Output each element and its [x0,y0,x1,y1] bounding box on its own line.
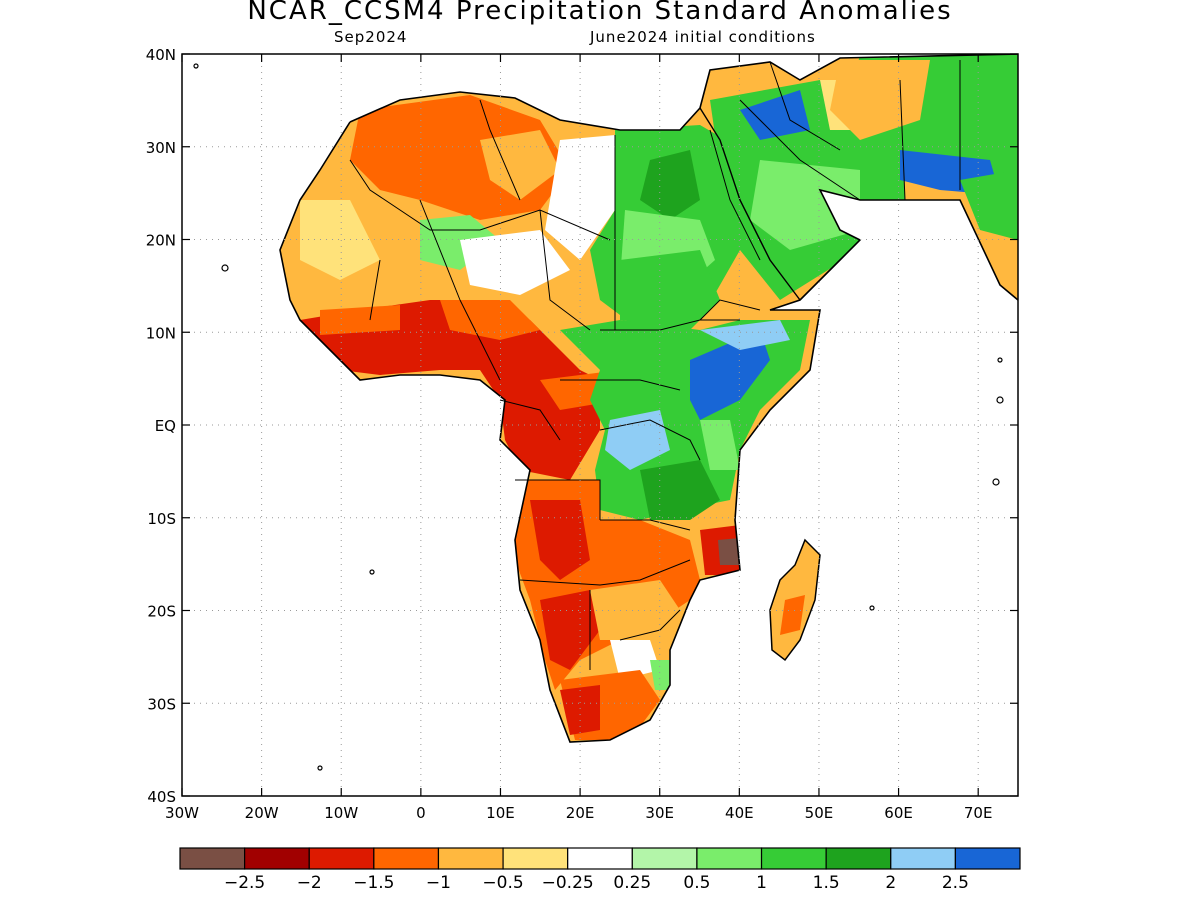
colorbar-swatch [502,847,569,870]
colorbar-label: 2 [885,873,896,893]
x-tick-label: 60E [884,804,913,822]
colorbar-label: −1.5 [353,873,394,893]
x-tick-label: 0 [416,804,426,822]
colorbar-label: 0.25 [613,873,651,893]
colorbar-label: 1 [756,873,767,893]
colorbar-swatch [696,847,763,870]
colorbar-swatch [308,847,375,870]
colorbar-swatch [954,847,1021,870]
x-tick-label: 20W [245,804,279,822]
colorbar-label: −2 [297,873,322,893]
y-tick-label: 20N [146,232,176,250]
colorbar [179,847,1021,870]
colorbar-swatch [179,847,246,870]
x-tick-label: 30W [165,804,199,822]
colorbar-label: 1.5 [813,873,840,893]
map-title: NCAR_CCSM4 Precipitation Standard Anomal… [247,0,953,26]
y-tick-label: EQ [155,417,176,435]
colorbar-swatch [373,847,440,870]
colorbar-swatch [244,847,310,870]
colorbar-label: −1 [426,873,451,893]
colorbar-swatch [437,847,504,870]
colorbar-label: −2.5 [224,873,265,893]
colorbar-swatch [825,847,892,870]
y-tick-label: 10N [146,324,176,342]
y-tick-label: 40N [146,46,176,64]
x-tick-label: 30E [645,804,674,822]
y-tick-label: 30N [146,139,176,157]
x-tick-label: 10W [324,804,358,822]
colorbar-swatch [760,847,827,870]
colorbar-label: −0.5 [482,873,523,893]
colorbar-label: −0.25 [542,873,594,893]
y-tick-label: 40S [147,788,176,806]
x-tick-label: 70E [964,804,993,822]
colorbar-label: 2.5 [942,873,969,893]
colorbar-label: 0.5 [683,873,710,893]
x-tick-label: 50E [805,804,834,822]
y-tick-label: 10S [147,510,176,528]
colorbar-swatch [890,847,956,870]
map-subtitle-period: Sep2024 [334,28,408,46]
map-subtitle-initial-conditions: June2024 initial conditions [590,28,816,46]
y-tick-label: 30S [147,695,176,713]
x-tick-label: 10E [486,804,515,822]
map-gridlines [182,54,1018,796]
country-borders [349,60,961,670]
y-tick-label: 20S [147,603,176,621]
colorbar-swatch [631,847,698,870]
x-tick-label: 20E [566,804,595,822]
colorbar-swatch [567,847,633,870]
x-tick-label: 40E [725,804,754,822]
